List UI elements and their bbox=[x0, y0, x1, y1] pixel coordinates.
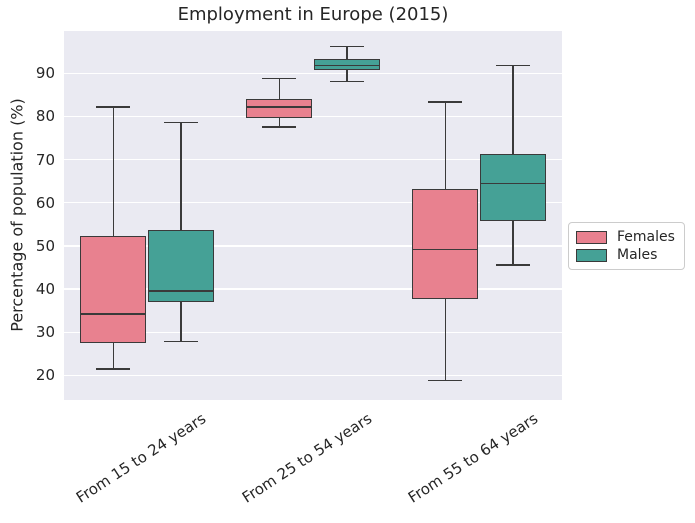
whisker-lower-males-0 bbox=[180, 302, 182, 342]
gridline-60 bbox=[64, 202, 562, 204]
plot-area bbox=[64, 31, 562, 400]
legend-swatch-females bbox=[576, 230, 607, 244]
legend-label-females: Females bbox=[617, 229, 675, 245]
whisker-cap-upper-males-0 bbox=[163, 121, 198, 124]
median-line-females-1 bbox=[246, 106, 313, 108]
box-males-0 bbox=[147, 229, 214, 303]
whisker-cap-upper-females-0 bbox=[96, 106, 131, 108]
whisker-cap-lower-males-2 bbox=[495, 264, 530, 266]
median-line-males-2 bbox=[479, 182, 546, 185]
gridline-80 bbox=[64, 115, 562, 118]
box-females-1 bbox=[246, 99, 313, 118]
gridline-30 bbox=[64, 331, 562, 333]
box-females-2 bbox=[412, 189, 479, 299]
whisker-cap-upper-males-1 bbox=[329, 45, 364, 48]
whisker-upper-females-2 bbox=[444, 101, 446, 190]
gridline-20 bbox=[64, 374, 562, 377]
gridline-50 bbox=[64, 245, 562, 247]
box-males-2 bbox=[479, 154, 546, 221]
whisker-lower-females-0 bbox=[112, 342, 114, 369]
y-tick-label-80: 80 bbox=[35, 107, 55, 126]
box-males-1 bbox=[313, 59, 380, 70]
median-line-males-0 bbox=[147, 290, 214, 292]
x-tick-label-0: From 15 to 24 years bbox=[72, 409, 210, 507]
gridline-40 bbox=[64, 288, 562, 290]
whisker-cap-upper-females-2 bbox=[428, 101, 463, 103]
y-tick-label-20: 20 bbox=[35, 366, 55, 385]
legend-item-males: Males bbox=[576, 248, 678, 262]
median-line-females-0 bbox=[80, 313, 147, 315]
whisker-cap-lower-females-2 bbox=[428, 379, 463, 382]
chart-title: Employment in Europe (2015) bbox=[177, 4, 449, 25]
whisker-lower-males-1 bbox=[346, 69, 348, 82]
whisker-upper-males-1 bbox=[346, 46, 348, 60]
whisker-cap-upper-males-2 bbox=[495, 64, 530, 67]
median-line-males-1 bbox=[313, 64, 380, 67]
median-line-females-2 bbox=[412, 248, 479, 251]
legend: Females Males bbox=[568, 222, 685, 270]
whisker-cap-lower-males-0 bbox=[163, 340, 198, 343]
whisker-lower-females-1 bbox=[278, 117, 280, 127]
whisker-upper-males-2 bbox=[512, 65, 514, 155]
whisker-cap-lower-females-0 bbox=[96, 368, 131, 370]
y-tick-label-90: 90 bbox=[35, 64, 55, 83]
box-females-0 bbox=[80, 235, 147, 343]
legend-label-males: Males bbox=[617, 247, 658, 263]
whisker-cap-lower-males-1 bbox=[329, 80, 364, 83]
y-tick-label-50: 50 bbox=[35, 236, 55, 255]
legend-swatch-males bbox=[576, 248, 607, 262]
y-tick-label-40: 40 bbox=[35, 280, 55, 299]
whisker-lower-males-2 bbox=[512, 220, 514, 265]
gridline-70 bbox=[64, 158, 562, 161]
x-tick-label-2: From 55 to 64 years bbox=[404, 409, 542, 507]
y-tick-label-60: 60 bbox=[35, 193, 55, 212]
x-tick-label-1: From 25 to 54 years bbox=[238, 409, 376, 507]
whisker-cap-upper-females-1 bbox=[262, 77, 297, 80]
y-tick-label-70: 70 bbox=[35, 150, 55, 169]
whisker-upper-females-0 bbox=[112, 106, 114, 236]
y-tick-label-30: 30 bbox=[35, 323, 55, 342]
gridline-90 bbox=[64, 72, 562, 74]
whisker-upper-males-0 bbox=[180, 122, 182, 230]
legend-item-females: Females bbox=[576, 230, 678, 244]
whisker-lower-females-2 bbox=[444, 298, 446, 381]
whisker-cap-lower-females-1 bbox=[262, 126, 297, 128]
whisker-upper-females-1 bbox=[278, 78, 280, 100]
